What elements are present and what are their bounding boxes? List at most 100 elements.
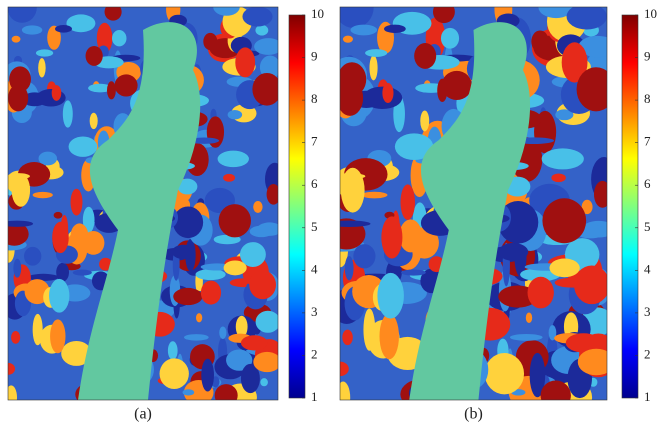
region xyxy=(574,265,610,304)
region xyxy=(567,4,607,30)
region xyxy=(38,58,45,77)
region xyxy=(69,136,98,156)
colorbar-tick-label: 2 xyxy=(311,346,318,361)
region xyxy=(594,181,611,208)
region xyxy=(86,46,103,66)
region xyxy=(36,89,65,106)
region xyxy=(485,353,524,394)
region xyxy=(253,201,262,213)
region xyxy=(183,389,195,395)
figure: 12345678910(a)12345678910(b) xyxy=(0,0,662,428)
region xyxy=(577,67,616,111)
region xyxy=(363,87,402,109)
region xyxy=(105,3,122,21)
region xyxy=(172,245,195,259)
region xyxy=(337,80,363,116)
region xyxy=(498,243,528,261)
region xyxy=(242,7,272,27)
region xyxy=(382,83,393,103)
region xyxy=(437,79,447,102)
region xyxy=(252,73,281,106)
region xyxy=(196,313,202,322)
region xyxy=(112,30,126,46)
region xyxy=(399,219,422,252)
region xyxy=(336,382,350,414)
region xyxy=(63,100,73,127)
region xyxy=(71,189,83,216)
panel-caption: (b) xyxy=(464,406,483,423)
region xyxy=(542,198,586,243)
region xyxy=(345,256,354,280)
region xyxy=(115,74,138,96)
region xyxy=(363,308,375,350)
colorbar-tick-label: 9 xyxy=(644,49,651,64)
region xyxy=(223,174,235,182)
region xyxy=(250,226,273,238)
region xyxy=(241,335,268,350)
colorbar-tick-label: 9 xyxy=(311,49,318,64)
region xyxy=(249,270,276,299)
region xyxy=(33,314,43,345)
region xyxy=(531,30,549,52)
colorbar-tick-label: 8 xyxy=(644,91,651,106)
colorbar-tick-label: 4 xyxy=(644,261,651,276)
region xyxy=(201,359,214,392)
region xyxy=(384,25,406,33)
region xyxy=(235,47,255,77)
region xyxy=(256,311,281,333)
region xyxy=(55,25,72,33)
region xyxy=(13,259,21,278)
region xyxy=(203,33,217,50)
region xyxy=(549,259,579,278)
region xyxy=(433,0,455,23)
region xyxy=(228,110,242,119)
region xyxy=(542,148,584,169)
region xyxy=(377,273,403,319)
region xyxy=(28,274,59,281)
region xyxy=(441,28,459,49)
region xyxy=(541,381,571,411)
region xyxy=(52,222,69,253)
region xyxy=(420,111,429,132)
region xyxy=(54,212,63,219)
region xyxy=(8,85,28,112)
region xyxy=(361,192,387,199)
region xyxy=(218,151,249,167)
region xyxy=(73,270,92,276)
region xyxy=(551,173,565,182)
region xyxy=(22,25,42,34)
colorbar-tick-label: 1 xyxy=(644,389,651,404)
region xyxy=(369,55,377,80)
region xyxy=(224,260,247,275)
region xyxy=(173,288,202,305)
region xyxy=(49,279,69,313)
image-panel xyxy=(321,0,618,415)
region xyxy=(253,352,281,372)
colorbar-tick-label: 3 xyxy=(311,304,318,319)
colorbar-tick-label: 2 xyxy=(644,346,651,361)
region xyxy=(219,326,226,338)
region xyxy=(350,25,377,36)
region xyxy=(510,334,543,341)
colorbar-tick-label: 7 xyxy=(311,134,318,149)
region xyxy=(12,36,21,43)
panel-caption: (a) xyxy=(134,406,152,423)
region xyxy=(526,312,532,323)
region xyxy=(380,313,399,359)
region xyxy=(24,247,41,266)
colorbar-tick-label: 6 xyxy=(644,176,651,191)
region xyxy=(401,270,426,276)
region xyxy=(52,85,62,101)
region xyxy=(365,49,387,57)
colorbar-tick-label: 5 xyxy=(311,219,318,234)
region xyxy=(168,341,178,360)
region xyxy=(343,36,353,43)
region xyxy=(528,277,554,309)
region xyxy=(11,331,20,344)
region xyxy=(327,221,370,227)
image-panel xyxy=(0,0,285,411)
region xyxy=(90,113,98,129)
colorbar xyxy=(622,15,638,398)
colorbar-tick-label: 3 xyxy=(644,304,651,319)
region xyxy=(400,184,414,220)
